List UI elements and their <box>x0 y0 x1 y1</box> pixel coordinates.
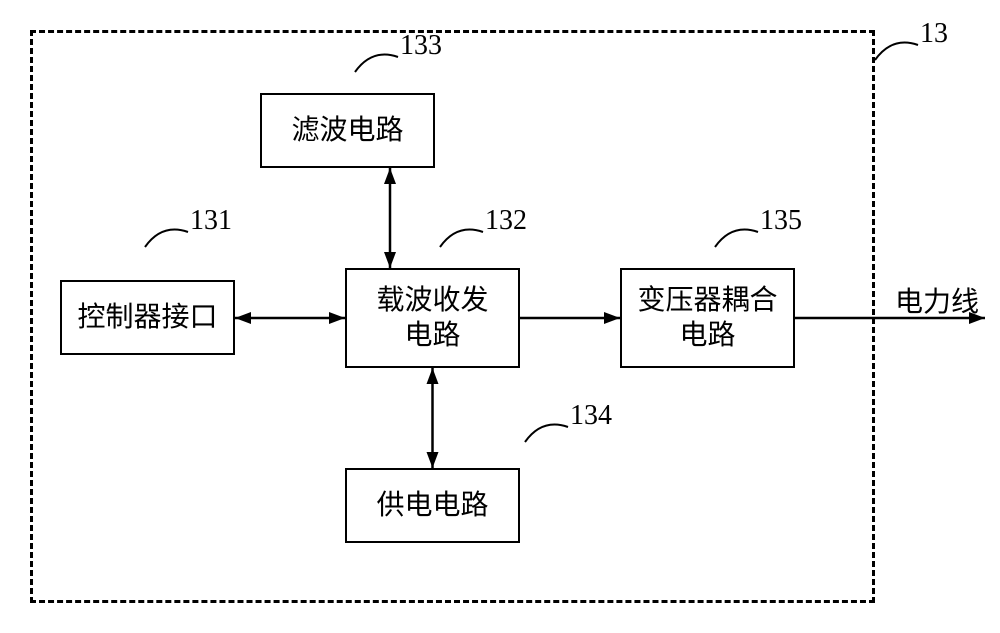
block-label: 变压器耦合电路 <box>637 283 777 353</box>
ref-label-134: 134 <box>570 400 612 432</box>
ref-text: 13 <box>920 18 948 49</box>
ref-text: 135 <box>760 205 802 236</box>
ref-text: 134 <box>570 400 612 431</box>
ext-text: 电力线 <box>895 287 979 318</box>
ref-text: 131 <box>190 205 232 236</box>
ref-label-132: 132 <box>485 205 527 237</box>
block-label: 滤波电路 <box>291 113 403 148</box>
block-filter-circuit: 滤波电路 <box>260 93 435 168</box>
block-transformer-coupling-circuit: 变压器耦合电路 <box>620 268 795 368</box>
ref-text: 133 <box>400 30 442 61</box>
block-label: 控制器接口 <box>77 300 217 335</box>
ref-label-135: 135 <box>760 205 802 237</box>
block-controller-interface: 控制器接口 <box>60 280 235 355</box>
ref-label-13: 13 <box>920 18 948 50</box>
block-label: 供电电路 <box>376 488 488 523</box>
diagram-canvas: 控制器接口 载波收发电路 滤波电路 供电电路 变压器耦合电路 13 131 13… <box>0 0 1000 633</box>
block-power-supply-circuit: 供电电路 <box>345 468 520 543</box>
ref-label-133: 133 <box>400 30 442 62</box>
external-label-power-line: 电力线 <box>895 280 979 320</box>
ref-label-131: 131 <box>190 205 232 237</box>
block-label: 载波收发电路 <box>376 283 488 353</box>
block-carrier-transceiver-circuit: 载波收发电路 <box>345 268 520 368</box>
ref-text: 132 <box>485 205 527 236</box>
